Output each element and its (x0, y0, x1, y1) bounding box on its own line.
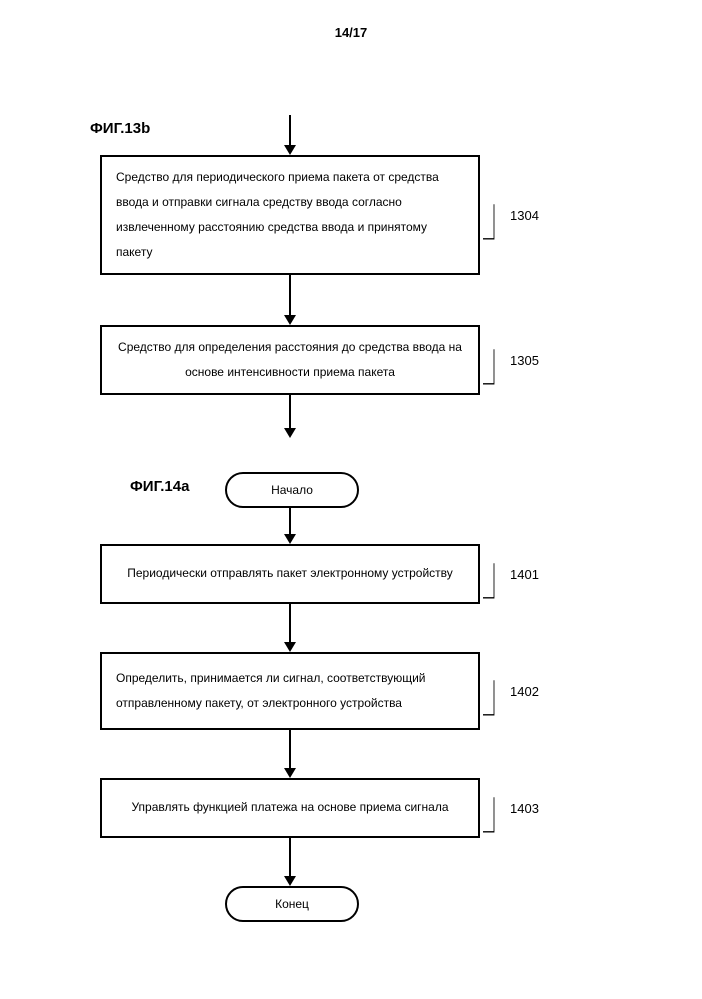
bracket-1403: ⏌ (483, 788, 505, 839)
bracket-1401: ⏌ (483, 554, 505, 605)
fig13b-label: ФИГ.13b (90, 120, 150, 137)
ref-1402: 1402 (510, 684, 539, 699)
box-1402: Определить, принимается ли сигнал, соотв… (100, 652, 480, 730)
arrow-1304-1305 (289, 275, 291, 317)
arrow-start-1401 (289, 506, 291, 536)
arrowhead-1304-1305 (284, 315, 296, 325)
arrow-1401-1402 (289, 604, 291, 644)
page-number: 14/17 (0, 25, 702, 40)
box-1403-text: Управлять функцией платежа на основе при… (131, 795, 448, 820)
box-1304-text: Средство для периодического приема пакет… (116, 165, 464, 266)
arrowhead-1402-1403 (284, 768, 296, 778)
box-1403: Управлять функцией платежа на основе при… (100, 778, 480, 838)
ref-1304: 1304 (510, 208, 539, 223)
ref-1305: 1305 (510, 353, 539, 368)
bracket-1402: ⏌ (483, 671, 505, 722)
arrow-into-1304 (289, 115, 291, 147)
ref-1401: 1401 (510, 567, 539, 582)
arrowhead-1403-end (284, 876, 296, 886)
arrowhead-out-1305 (284, 428, 296, 438)
ref-1403: 1403 (510, 801, 539, 816)
box-1402-text: Определить, принимается ли сигнал, соотв… (116, 666, 464, 716)
arrow-1403-end (289, 838, 291, 878)
box-1401-text: Периодически отправлять пакет электронно… (127, 561, 453, 586)
arrow-out-1305 (289, 395, 291, 430)
box-1401: Периодически отправлять пакет электронно… (100, 544, 480, 604)
end-text: Конец (275, 897, 309, 911)
terminator-start: Начало (225, 472, 359, 508)
arrowhead-start-1401 (284, 534, 296, 544)
box-1305: Средство для определения расстояния до с… (100, 325, 480, 395)
arrowhead-1401-1402 (284, 642, 296, 652)
start-text: Начало (271, 483, 313, 497)
box-1305-text: Средство для определения расстояния до с… (116, 335, 464, 385)
box-1304: Средство для периодического приема пакет… (100, 155, 480, 275)
page: 14/17 ФИГ.13b Средство для периодическог… (0, 0, 702, 999)
terminator-end: Конец (225, 886, 359, 922)
bracket-1304: ⏌ (483, 195, 505, 246)
bracket-1305: ⏌ (483, 340, 505, 391)
arrowhead-into-1304 (284, 145, 296, 155)
arrow-1402-1403 (289, 730, 291, 770)
fig14a-label: ФИГ.14a (130, 478, 189, 495)
